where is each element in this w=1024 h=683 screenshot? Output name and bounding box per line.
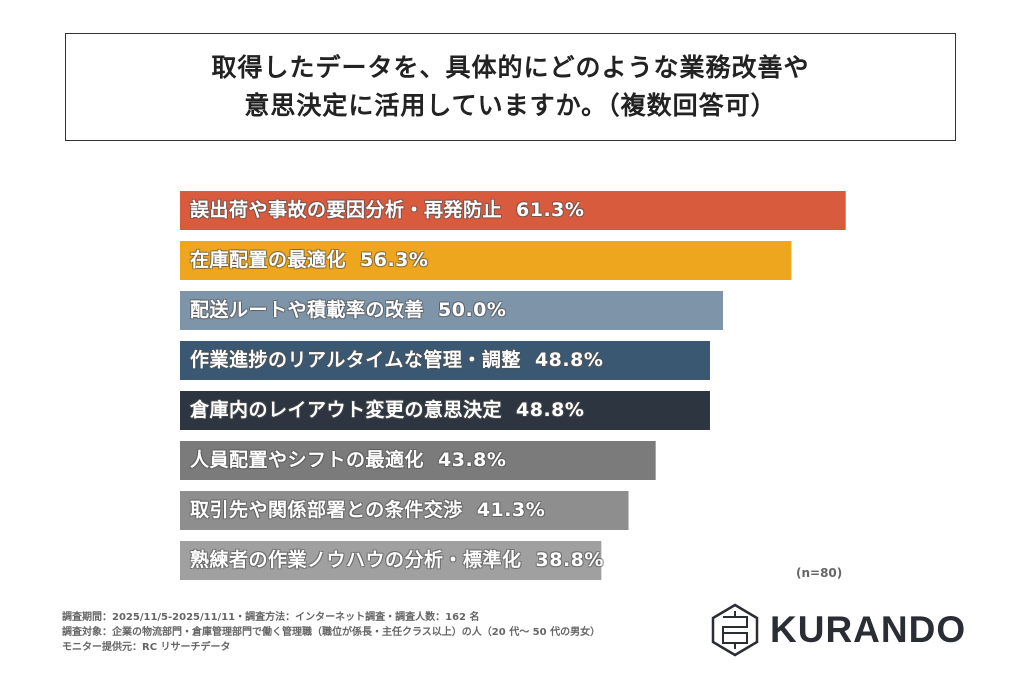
value-label: 61.3% [516, 199, 585, 221]
category-label: 在庫配置の最適化 [190, 249, 347, 271]
bar [180, 541, 602, 580]
kurando-logo-icon [711, 603, 759, 657]
sample-size: (n=80) [796, 566, 843, 580]
kurando-logo: KURANDO [710, 603, 966, 657]
title-box: 取得したデータを、具体的にどのような業務改善や 意思決定に活用していますか。（複… [65, 33, 956, 141]
category-label: 取引先や関係部署との条件交渉 [190, 499, 463, 521]
bar-label: 配送ルートや積載率の改善 50.0% [190, 291, 506, 330]
category-label: 配送ルートや積載率の改善 [190, 299, 425, 321]
bar [180, 391, 710, 430]
logo-text: KURANDO [770, 609, 967, 650]
bar-label: 倉庫内のレイアウト変更の意思決定 48.8% [190, 391, 584, 430]
category-label: 人員配置やシフトの最適化 [190, 449, 425, 471]
bar [180, 341, 710, 380]
category-label: 誤出荷や事故の要因分析・再発防止 [190, 199, 503, 221]
bar-label: 誤出荷や事故の要因分析・再発防止 61.3% [190, 191, 584, 230]
value-label: 43.8% [438, 449, 507, 471]
value-label: 41.3% [476, 499, 546, 521]
bar [180, 491, 629, 530]
bar-label: 在庫配置の最適化 56.3% [190, 241, 428, 280]
value-label: 48.8% [516, 399, 585, 421]
note-target: 調査対象：企業の物流部門・倉庫管理部門で働く管理職（職位が係長・主任クラス以上）… [62, 627, 601, 638]
bar [180, 241, 792, 280]
bar-label: 作業進捗のリアルタイムな管理・調整 48.8% [190, 341, 603, 380]
bar [180, 191, 846, 230]
value-label: 38.8% [535, 549, 604, 571]
title-line-1: 取得したデータを、具体的にどのような業務改善や [211, 53, 810, 82]
note-period: 調査期間：2025/11/5-2025/11/11・調査方法：インターネット調査… [62, 612, 480, 623]
value-label: 48.8% [534, 349, 604, 371]
bar [180, 441, 656, 480]
note-provider: モニター提供元：RC リサーチデータ [62, 642, 231, 653]
category-label: 倉庫内のレイアウト変更の意思決定 [190, 399, 503, 421]
value-label: 56.3% [360, 249, 429, 271]
category-label: 熟練者の作業ノウハウの分析・標準化 [190, 549, 522, 571]
bar-label: 熟練者の作業ノウハウの分析・標準化 38.8% [190, 541, 604, 580]
title-line-2: 意思決定に活用していますか。（複数回答可） [244, 91, 777, 120]
category-label: 作業進捗のリアルタイムな管理・調整 [190, 349, 521, 371]
bar-label: 人員配置やシフトの最適化 43.8% [190, 441, 506, 480]
value-label: 50.0% [438, 299, 507, 321]
survey-notes: 調査期間：2025/11/5-2025/11/11・調査方法：インターネット調査… [62, 610, 600, 655]
bar [180, 291, 723, 330]
bar-label: 取引先や関係部署との条件交渉 41.3% [190, 491, 545, 530]
